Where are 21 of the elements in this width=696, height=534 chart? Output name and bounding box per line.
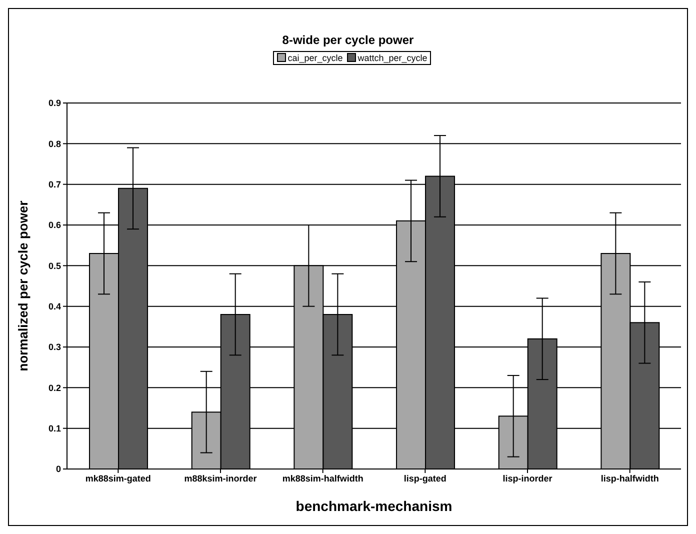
y-tick-label: 0.5 xyxy=(48,260,61,271)
x-tick-label: m88ksim-inorder xyxy=(184,473,258,484)
y-tick-label: 0.3 xyxy=(48,342,61,352)
y-tick-label: 0.8 xyxy=(48,138,61,149)
y-tick-label: 0.1 xyxy=(48,424,61,434)
x-tick-label: mk88sim-halfwidth xyxy=(282,473,364,484)
chart-title: 8-wide per cycle power xyxy=(281,33,415,47)
legend-label: cai_per_cycle xyxy=(286,52,343,62)
y-tick-label: 0.2 xyxy=(48,382,61,393)
x-axis-title: benchmark-mechanism xyxy=(296,498,452,514)
legend-label: wattch_per_cycle xyxy=(356,52,428,62)
y-tick-label: 0.6 xyxy=(48,220,61,230)
y-tick-label: 0.9 xyxy=(48,98,61,108)
y-tick-label: 0 xyxy=(56,464,61,474)
x-tick-label: lisp-inorder xyxy=(502,473,553,484)
x-tick-label: mk88sim-gated xyxy=(85,473,151,484)
y-tick-label: 0.4 xyxy=(48,302,61,312)
y-axis-title: normalized per cycle power xyxy=(16,200,31,372)
x-tick-label: lisp-gated xyxy=(404,473,446,484)
x-tick-label: lisp-halfwidth xyxy=(600,473,659,484)
y-tick-label: 0.7 xyxy=(48,180,61,190)
